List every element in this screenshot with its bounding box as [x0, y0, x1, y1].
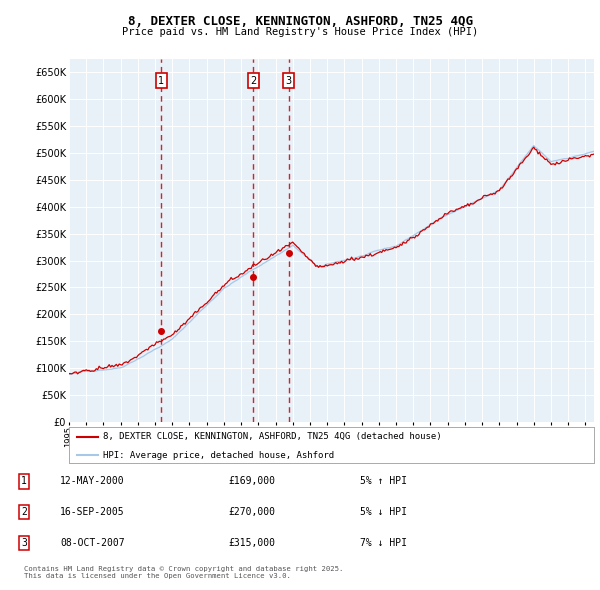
Text: 8, DEXTER CLOSE, KENNINGTON, ASHFORD, TN25 4QG: 8, DEXTER CLOSE, KENNINGTON, ASHFORD, TN… [128, 15, 473, 28]
Text: 7% ↓ HPI: 7% ↓ HPI [360, 538, 407, 548]
Text: 5% ↓ HPI: 5% ↓ HPI [360, 507, 407, 517]
Text: Contains HM Land Registry data © Crown copyright and database right 2025.
This d: Contains HM Land Registry data © Crown c… [24, 566, 343, 579]
Text: 3: 3 [286, 76, 292, 86]
Text: 5% ↑ HPI: 5% ↑ HPI [360, 477, 407, 486]
Text: £270,000: £270,000 [228, 507, 275, 517]
Text: HPI: Average price, detached house, Ashford: HPI: Average price, detached house, Ashf… [103, 451, 334, 460]
Text: 2: 2 [250, 76, 256, 86]
Text: 2: 2 [21, 507, 27, 517]
Text: £315,000: £315,000 [228, 538, 275, 548]
Text: 8, DEXTER CLOSE, KENNINGTON, ASHFORD, TN25 4QG (detached house): 8, DEXTER CLOSE, KENNINGTON, ASHFORD, TN… [103, 432, 442, 441]
Text: Price paid vs. HM Land Registry's House Price Index (HPI): Price paid vs. HM Land Registry's House … [122, 27, 478, 37]
Text: £169,000: £169,000 [228, 477, 275, 486]
Text: 08-OCT-2007: 08-OCT-2007 [60, 538, 125, 548]
Text: 3: 3 [21, 538, 27, 548]
Text: 1: 1 [21, 477, 27, 486]
Text: 12-MAY-2000: 12-MAY-2000 [60, 477, 125, 486]
Text: 16-SEP-2005: 16-SEP-2005 [60, 507, 125, 517]
Text: 1: 1 [158, 76, 164, 86]
